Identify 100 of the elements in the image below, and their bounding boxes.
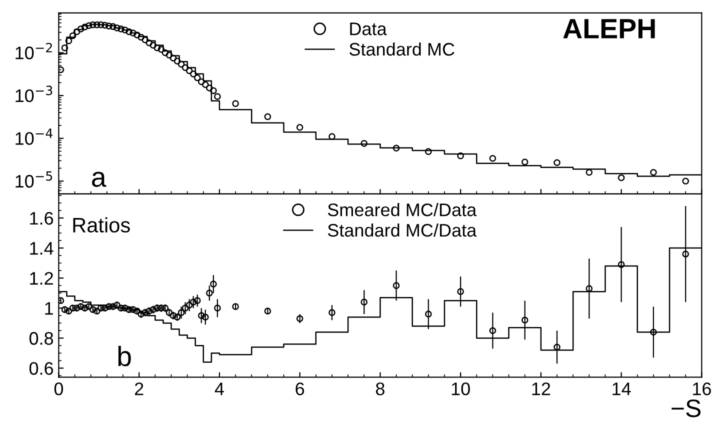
point — [186, 67, 193, 74]
x-tick-label: 8 — [376, 382, 384, 396]
point — [73, 28, 80, 36]
point — [360, 140, 368, 147]
point — [110, 23, 116, 30]
point — [328, 133, 336, 140]
point — [650, 168, 657, 176]
point — [126, 28, 132, 36]
point — [158, 304, 165, 312]
point — [194, 74, 201, 82]
point — [69, 304, 76, 312]
point — [618, 174, 625, 182]
point — [210, 87, 217, 94]
point — [392, 144, 400, 152]
point — [130, 306, 136, 313]
point — [98, 304, 104, 312]
point — [110, 303, 116, 310]
point — [102, 304, 108, 312]
point — [489, 154, 496, 162]
point — [425, 148, 432, 155]
point — [174, 314, 181, 320]
point — [214, 93, 221, 100]
x-tick-label: 2 — [134, 382, 144, 396]
point — [61, 44, 68, 52]
point — [150, 306, 157, 313]
annotation: Ratios — [73, 217, 130, 233]
point — [154, 304, 161, 312]
point — [150, 42, 157, 49]
point — [182, 64, 189, 71]
point — [425, 310, 432, 318]
point — [214, 304, 221, 312]
point — [106, 22, 112, 30]
point — [89, 21, 96, 28]
point — [521, 158, 528, 166]
point — [489, 327, 496, 334]
point — [158, 46, 165, 53]
point — [142, 309, 149, 316]
y-tick-label: 10$^{−2}$ — [16, 42, 52, 60]
annotation: a — [92, 172, 106, 187]
point — [360, 298, 368, 306]
point — [154, 44, 161, 52]
point — [232, 303, 239, 310]
x-tick-label: 6 — [296, 382, 304, 396]
point — [106, 303, 112, 310]
point — [114, 24, 120, 32]
x-tick-label: 14 — [612, 382, 631, 396]
point — [264, 113, 272, 120]
y-tick-label: 0.8 — [29, 332, 54, 345]
point — [586, 168, 593, 176]
point — [81, 24, 88, 30]
point — [85, 22, 92, 30]
point — [89, 306, 96, 313]
point — [122, 26, 128, 34]
y-tick-label: 10$^{−5}$ — [16, 171, 52, 188]
point — [328, 309, 336, 316]
point — [166, 309, 173, 316]
point — [69, 32, 76, 40]
point — [81, 304, 88, 312]
point — [178, 60, 185, 68]
point — [118, 26, 124, 32]
legend-label: Smeared MC/Data — [328, 203, 477, 216]
point — [202, 314, 209, 320]
point — [122, 304, 128, 312]
annotation: b — [118, 346, 131, 366]
point — [98, 21, 104, 28]
point — [146, 308, 153, 314]
y-tick-label: 1.6 — [30, 212, 54, 225]
point — [93, 308, 100, 314]
point — [65, 37, 72, 44]
point — [118, 304, 124, 312]
point — [206, 290, 213, 296]
x-tick-label: 0 — [54, 382, 64, 396]
point — [586, 285, 593, 292]
point — [166, 52, 173, 59]
point — [162, 304, 169, 312]
point — [202, 81, 209, 88]
point — [521, 316, 528, 324]
y-tick-label: 1 — [45, 302, 53, 315]
point — [146, 39, 153, 46]
point — [457, 152, 464, 160]
point — [457, 288, 464, 295]
point — [77, 26, 84, 32]
point — [130, 30, 136, 36]
legend-label: Standard MC/Data — [328, 223, 477, 237]
legend-label: Standard MC — [350, 42, 454, 56]
x-tick-label: 10 — [452, 382, 470, 396]
point — [182, 304, 189, 312]
annotation: ALEPH — [563, 19, 655, 38]
point — [264, 308, 272, 314]
point — [170, 54, 177, 62]
point — [126, 306, 132, 313]
point — [296, 124, 304, 131]
point — [682, 250, 690, 258]
point — [93, 21, 100, 28]
point — [73, 304, 80, 312]
point — [232, 100, 239, 107]
point — [178, 309, 185, 316]
point — [61, 306, 68, 313]
point — [198, 312, 205, 319]
point — [618, 261, 625, 268]
